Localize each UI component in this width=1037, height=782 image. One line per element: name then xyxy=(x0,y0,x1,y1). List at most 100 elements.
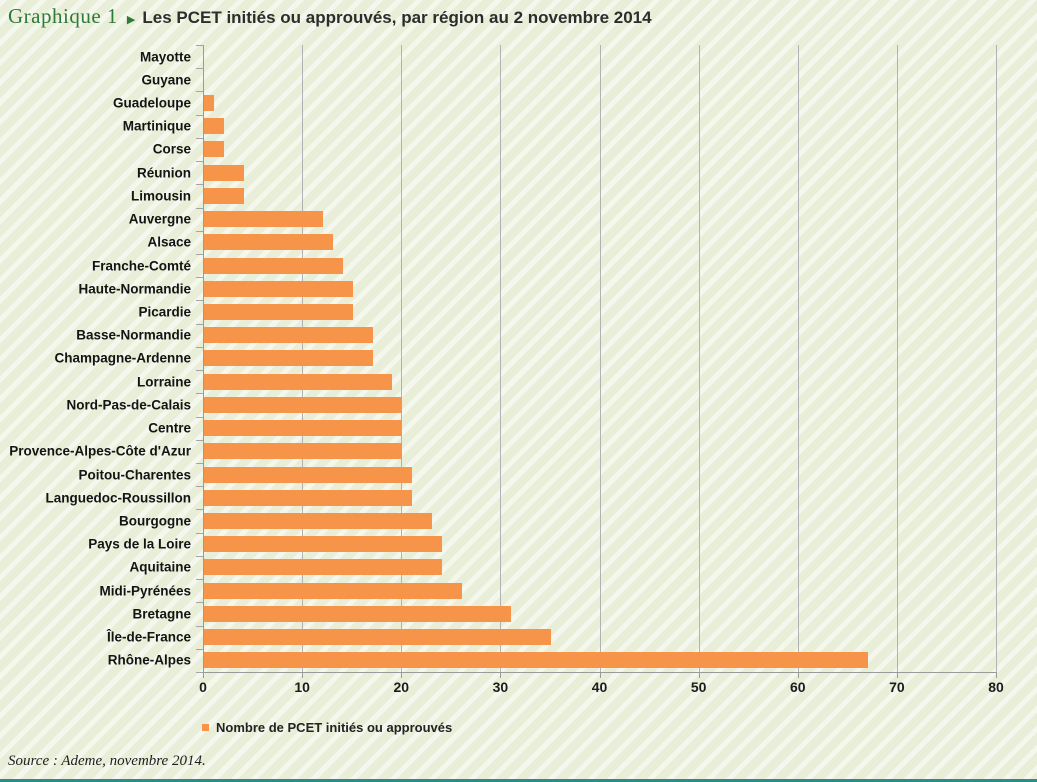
bar xyxy=(204,350,373,367)
bar-row: Bretagne xyxy=(132,602,996,625)
x-axis-tick-label: 40 xyxy=(591,679,608,695)
gridline xyxy=(797,45,799,672)
bar-row: Pays de la Loire xyxy=(88,533,996,556)
bar-row: Auvergne xyxy=(129,208,996,231)
x-axis-tick xyxy=(302,672,304,678)
category-label: Champagne-Ardenne xyxy=(54,350,191,366)
x-axis-tick-label: 30 xyxy=(492,679,509,695)
bar xyxy=(204,280,353,297)
bar xyxy=(204,489,413,506)
category-label: Réunion xyxy=(137,165,191,181)
y-axis-tick xyxy=(196,323,203,325)
bottom-accent-strip xyxy=(0,779,1037,782)
bar-row: Provence-Alpes-Côte d'Azur xyxy=(9,440,996,463)
bar-row: Corse xyxy=(153,138,996,161)
x-axis-tick-label: 0 xyxy=(199,679,207,695)
bar-row: Midi-Pyrénées xyxy=(99,579,996,602)
bar xyxy=(204,164,244,181)
bar xyxy=(204,373,393,390)
category-label: Franche-Comté xyxy=(91,258,191,274)
chart-title: Les PCET initiés ou approuvés, par régio… xyxy=(142,8,652,27)
chart-header: Graphique 1 ▶ Les PCET initiés ou approu… xyxy=(8,4,652,29)
y-axis-tick xyxy=(196,555,203,557)
y-axis-tick xyxy=(196,45,203,46)
y-axis-tick xyxy=(196,230,203,232)
bar xyxy=(204,257,343,274)
category-label: Basse-Normandie xyxy=(76,327,191,343)
bar-row: Guyane xyxy=(141,68,996,91)
bar xyxy=(204,513,432,530)
y-axis-tick xyxy=(196,184,203,186)
bar-row: Franche-Comté xyxy=(92,254,996,277)
y-axis-tick xyxy=(196,300,203,302)
category-label: Alsace xyxy=(147,234,191,250)
y-axis-tick xyxy=(196,509,203,511)
y-axis-tick xyxy=(196,579,203,581)
bar-row: Basse-Normandie xyxy=(76,324,996,347)
x-axis-tick xyxy=(401,672,403,678)
bar xyxy=(204,466,413,483)
bar xyxy=(204,396,403,413)
bar-row: Mayotte xyxy=(140,45,996,68)
x-axis-tick xyxy=(500,672,502,678)
category-label: Île-de-France xyxy=(106,629,191,645)
x-axis-tick-label: 50 xyxy=(690,679,707,695)
y-axis-tick xyxy=(196,161,203,163)
bar-row: Limousin xyxy=(131,184,996,207)
bar xyxy=(204,118,224,135)
bar-row: Lorraine xyxy=(137,370,996,393)
x-axis-tick xyxy=(599,672,601,678)
figure-label: Graphique 1 xyxy=(8,4,118,28)
bar-row: Haute-Normandie xyxy=(78,277,996,300)
category-label: Poitou-Charentes xyxy=(78,467,191,483)
bar-row: Île-de-France xyxy=(107,626,996,649)
x-axis-tick xyxy=(203,672,204,678)
bar-row: Réunion xyxy=(137,161,996,184)
y-axis-tick xyxy=(196,114,203,116)
y-axis-tick xyxy=(196,277,203,279)
bar xyxy=(204,95,214,112)
bar xyxy=(204,327,373,344)
bar xyxy=(204,605,512,622)
x-axis-tick-label: 60 xyxy=(789,679,806,695)
x-axis-tick xyxy=(896,672,898,678)
category-label: Auvergne xyxy=(128,211,191,227)
x-axis-tick xyxy=(698,672,700,678)
y-axis-tick xyxy=(196,648,203,650)
category-label: Aquitaine xyxy=(129,559,191,575)
y-axis-tick xyxy=(196,463,203,464)
x-axis-tick-label: 10 xyxy=(294,679,310,695)
y-axis-tick xyxy=(196,393,203,395)
x-axis-tick xyxy=(996,672,997,678)
x-axis-tick-label: 20 xyxy=(393,679,410,695)
bar xyxy=(204,629,551,646)
category-label: Haute-Normandie xyxy=(78,281,191,297)
category-label: Midi-Pyrénées xyxy=(99,583,191,599)
y-axis-tick xyxy=(196,416,203,418)
gridline xyxy=(599,45,601,672)
bar-chart-plot-area: 0 10 20 30 40 50 60 70 80 Mayotte Guyane Guadeloupe… xyxy=(9,45,1004,695)
gridline xyxy=(698,45,700,672)
category-label: Guyane xyxy=(141,72,191,88)
category-label: Martinique xyxy=(122,118,191,134)
category-label: Mayotte xyxy=(139,49,191,65)
gridline xyxy=(996,45,997,672)
gridline xyxy=(896,45,898,672)
bar-row: Picardie xyxy=(138,300,996,323)
chart-legend: Nombre de PCET initiés ou approuvés xyxy=(202,720,452,735)
y-axis-tick xyxy=(196,486,203,488)
category-label: Picardie xyxy=(138,304,191,320)
gridline xyxy=(401,45,403,672)
category-label: Bourgogne xyxy=(119,513,191,529)
y-axis-tick xyxy=(196,602,203,604)
bar-row: Alsace xyxy=(147,231,996,254)
category-label: Pays de la Loire xyxy=(88,536,191,552)
legend-swatch-icon xyxy=(202,724,209,731)
category-label: Bretagne xyxy=(132,606,191,622)
y-axis-tick xyxy=(196,532,203,534)
bar xyxy=(204,141,224,158)
y-axis-line xyxy=(203,45,204,672)
x-axis-line xyxy=(196,672,996,673)
y-axis-tick xyxy=(196,207,203,209)
category-label: Nord-Pas-de-Calais xyxy=(66,397,191,413)
